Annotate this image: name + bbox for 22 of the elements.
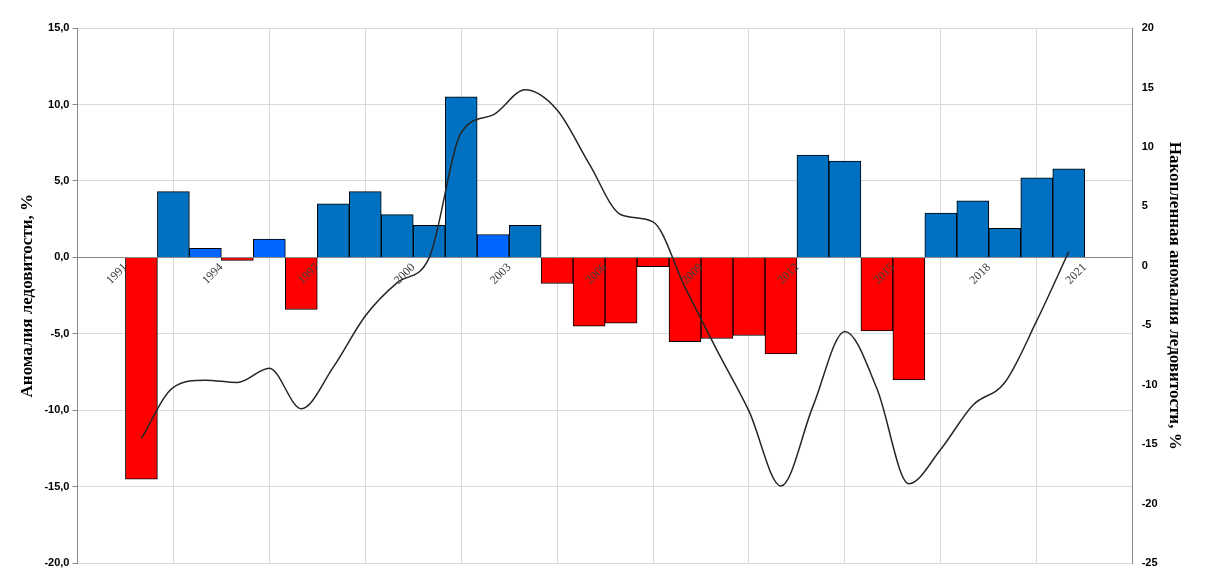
y-tick-label: -20,0 (44, 556, 70, 569)
y-tick-label: 0,0 (54, 250, 70, 263)
y2-tick-label: 10 (1141, 140, 1154, 153)
y2-tick-label: -25 (1141, 556, 1158, 569)
y-tick-label: 5,0 (54, 174, 70, 186)
y2-tick-label: 20 (1141, 21, 1154, 34)
y-tick-label: -10,0 (44, 403, 70, 416)
y2-tick-label: 5 (1141, 199, 1148, 212)
y-tick-label: 10,0 (48, 97, 70, 110)
y2-tick-label: -15 (1141, 437, 1158, 450)
y-axis-title: Аномалия ледовитости, % (16, 193, 36, 398)
y2-tick-label: -5 (1141, 318, 1152, 331)
x-tick-label: 2021 (1062, 260, 1090, 287)
y2-axis-title: Накопленная аномалия ледовитости, % (1166, 141, 1186, 450)
y-tick-label: 15,0 (48, 21, 70, 34)
y2-tick-label: 15 (1141, 80, 1154, 93)
y2-tick-label: 0 (1141, 258, 1148, 271)
y2-tick-label: -10 (1141, 377, 1158, 390)
y-tick-label: -15,0 (44, 479, 70, 492)
x-tick-label: 1991 (102, 260, 130, 287)
y-tick-label: -5,0 (50, 326, 70, 339)
y2-tick-label: -20 (1141, 496, 1158, 509)
